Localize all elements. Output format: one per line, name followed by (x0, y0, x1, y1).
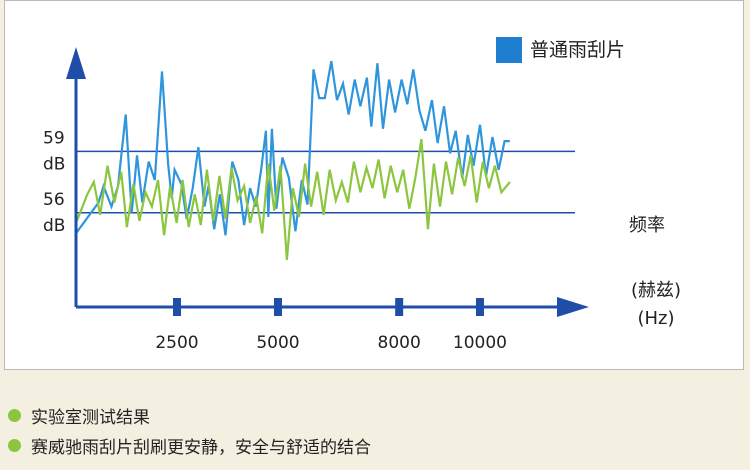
ref-label-unit: dB (43, 154, 65, 174)
green-bullet-icon (8, 408, 21, 422)
series-line-blue (75, 61, 510, 236)
x-tick-label: 5000 (256, 333, 299, 353)
x-axis-arrow-icon (557, 297, 589, 317)
x-tick-mark (273, 298, 282, 316)
legend-swatch (496, 37, 522, 63)
note-text: 实验室测试结果 (31, 407, 150, 428)
x-axis-unit-en: (Hz) (637, 308, 674, 329)
ref-label-value: 56 (43, 190, 65, 210)
chart-panel: 59 dB 56 dB 2500 5000 8000 10000 普通雨刮片频率 (赫兹) (Hz) (4, 0, 744, 370)
x-tick-mark (395, 298, 404, 316)
x-tick-label: 2500 (155, 333, 198, 353)
green-bullet-icon (8, 438, 21, 452)
y-axis-arrow-icon (66, 47, 86, 79)
note-item-lab-results: 实验室测试结果 (8, 400, 371, 430)
legend-label: 普通雨刮片 (530, 39, 625, 61)
note-text: 赛威驰雨刮片刮刷更安静，安全与舒适的结合 (31, 437, 371, 458)
ref-label-unit: dB (43, 216, 65, 236)
x-tick-label: 10000 (453, 333, 507, 353)
x-tick-label: 8000 (378, 333, 421, 353)
series-line-green (74, 138, 511, 260)
x-axis-unit-cn: (赫兹) (631, 280, 681, 301)
x-tick-mark (172, 298, 181, 316)
note-item-quiet-wiping: 赛威驰雨刮片刮刷更安静，安全与舒适的结合 (8, 430, 371, 460)
x-tick-mark (475, 298, 484, 316)
notes-list: 实验室测试结果 赛威驰雨刮片刮刷更安静，安全与舒适的结合 (8, 400, 371, 460)
x-axis-title: 频率 (629, 215, 665, 236)
ref-label-value: 59 (43, 128, 65, 148)
